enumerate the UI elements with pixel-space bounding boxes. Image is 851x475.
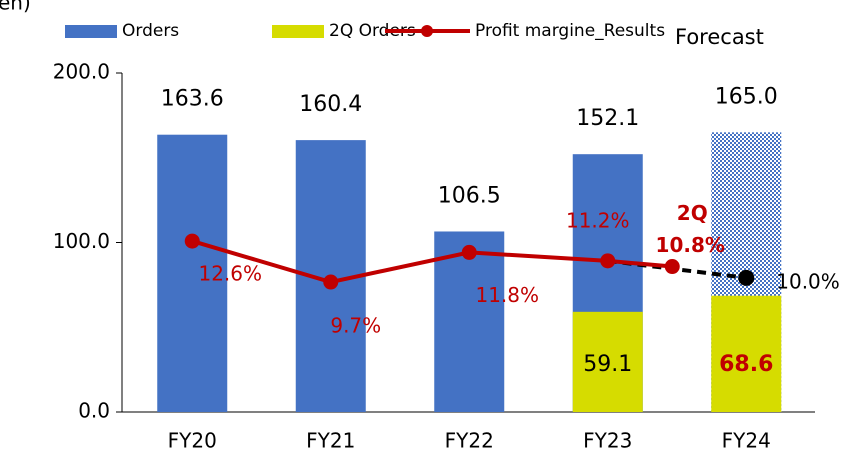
bar <box>572 311 643 412</box>
bar <box>711 295 782 412</box>
legend-swatch <box>65 25 117 38</box>
margin-value-label: 11.2% <box>566 208 630 232</box>
y-tick-label: 100.0 <box>53 229 110 253</box>
bar-value-label: 152.1 <box>576 106 639 131</box>
forecast-label: Forecast <box>675 25 764 49</box>
x-tick-label: FY24 <box>722 429 771 453</box>
legend-swatch <box>272 25 324 38</box>
legend-label: Orders <box>122 21 179 41</box>
y-axis-label: en) <box>0 0 31 15</box>
margin-value-label: 11.8% <box>475 283 539 307</box>
bar-value-label: 160.4 <box>299 92 362 117</box>
legend-label: Profit margine_Results <box>475 21 665 41</box>
margin-marker <box>184 233 200 249</box>
bar <box>434 231 505 412</box>
y-tick-label: 0.0 <box>78 399 110 423</box>
margin-marker <box>600 253 616 269</box>
margin-value-label: 9.7% <box>330 314 381 338</box>
margin-annotation: 2Q <box>677 201 708 225</box>
forecast-value-label: 10.0% <box>776 269 840 293</box>
x-tick-label: FY22 <box>445 429 494 453</box>
x-tick-label: FY23 <box>583 429 632 453</box>
bar-value-label: 163.6 <box>161 87 224 112</box>
legend-label: 2Q Orders <box>329 21 416 41</box>
margin-value-label: 10.8% <box>656 233 725 257</box>
legend-marker <box>421 25 433 37</box>
bar-value-label: 165.0 <box>715 84 778 109</box>
bar <box>157 134 228 412</box>
y-tick-label: 200.0 <box>53 60 110 84</box>
margin-marker <box>461 244 477 260</box>
margin-value-label: 12.6% <box>198 262 262 286</box>
x-tick-label: FY20 <box>168 429 217 453</box>
margin-marker <box>323 274 339 290</box>
x-tick-label: FY21 <box>306 429 355 453</box>
margin-marker <box>664 259 680 275</box>
bar-value-label: 68.6 <box>719 352 773 377</box>
bar-value-label: 106.5 <box>438 183 501 208</box>
bar-value-label: 59.1 <box>583 352 632 377</box>
forecast-marker <box>738 269 755 286</box>
